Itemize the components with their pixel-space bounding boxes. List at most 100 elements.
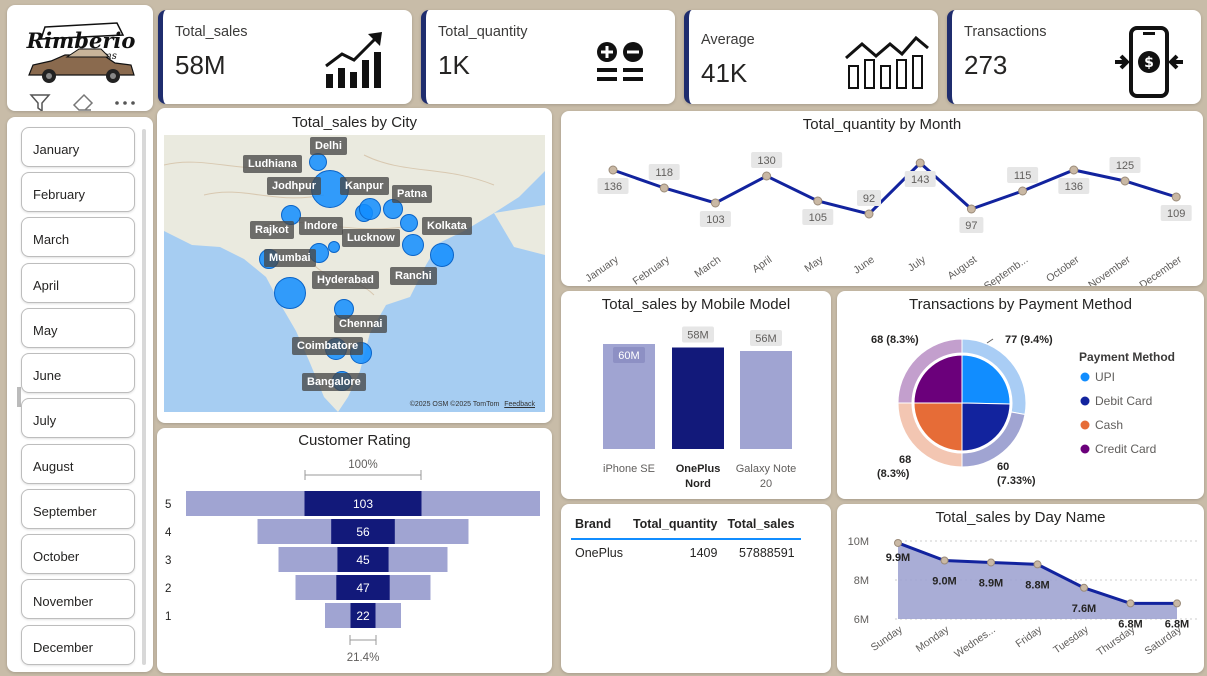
eraser-icon[interactable] [71,93,95,111]
donut-label: 68 (8.3%) [871,334,919,346]
city-map[interactable]: Delhi Ludhiana Jodhpur Kanpur Patna Indore Raj… [164,135,545,412]
city-bubble[interactable] [430,243,454,267]
chart-title: Customer Rating [298,432,411,449]
month-slicer: January February March April May June Ju… [7,117,153,672]
kpi-value: 273 [964,50,1008,80]
city-bubble[interactable] [309,153,327,171]
month-june[interactable]: June [21,353,135,393]
filter-icon[interactable] [29,93,51,111]
donut-label: (8.3%) [877,468,910,480]
month-april[interactable]: April [21,263,135,303]
funnel-bar [331,519,395,544]
city-sales-map-card: Total_sales by City Delhi Ludhiana Jodhpur… [157,108,552,423]
legend-item: UPI [1095,370,1115,384]
payment-method-card: Transactions by Payment Method 77 (9.4%)… [837,291,1204,499]
data-label-bg [613,347,645,363]
column-header[interactable]: Total_quantity [628,514,724,540]
data-label: 9.0M [932,576,956,588]
bar-trend-icon [845,35,929,89]
funnel-value: 22 [356,609,370,623]
funnel-value: 45 [356,553,370,567]
mobile-model-card: Total_sales by Mobile Model 60M iPhone SE… [561,291,831,499]
x-tick-label: Galaxy Note [736,463,797,475]
payment-donut-chart[interactable]: 77 (9.4%) 68 (8.3%) 68 (8.3%) 60 (7.33%) Payme… [837,291,1204,499]
data-label: 118 [655,167,673,179]
quantity-by-month-card: Total_quantity by Month 136 January 118 Feb… [561,111,1203,286]
chart-title: Total_sales by Day Name [935,509,1106,526]
data-label: 103 [706,214,724,226]
city-bubble[interactable] [400,214,418,232]
data-point [762,171,772,181]
kpi-label: Total_sales [175,24,248,40]
city-label: Mumbai [264,249,316,267]
city-bubble[interactable] [359,198,381,220]
funnel-bar [304,491,422,516]
data-label: 7.6M [1072,603,1096,615]
data-label-bg [751,152,783,168]
kpi-average: Average 41K [684,10,938,104]
city-label: Indore [299,217,343,235]
legend-marker [1080,420,1090,430]
x-tick-label: Tuesday [1051,623,1091,656]
mobile-payment-icon: $ [1115,26,1183,98]
x-tick-label: October [1044,253,1082,285]
x-tick-label: Saturday [1142,623,1184,657]
data-label: 60M [618,350,639,362]
month-december[interactable]: December [21,625,135,665]
chart-title: Transactions by Payment Method [909,296,1132,313]
data-label-bg [648,164,680,180]
month-october[interactable]: October [21,534,135,574]
month-may[interactable]: May [21,308,135,348]
more-options-icon[interactable] [113,93,137,111]
rating-level: 4 [165,527,172,539]
data-label-bg [699,211,731,227]
data-label-bg [1058,178,1090,194]
month-february[interactable]: February [21,172,135,212]
day-sales-area-chart[interactable]: 10M 8M 6M 9.9M Sunday 9.0M Monday 8.9M Wednes...… [837,504,1204,673]
donut-outer-segment [897,338,963,404]
city-bubble[interactable] [328,241,340,253]
slicer-scrollbar[interactable] [142,129,146,665]
donut-label: (7.33%) [997,475,1036,487]
data-point [894,538,902,547]
data-label: 92 [863,193,875,205]
x-tick-label: January [583,253,621,285]
city-bubble[interactable] [402,234,424,256]
month-november[interactable]: November [21,579,135,619]
x-tick-label: April [750,254,774,276]
data-label-bg [1109,157,1141,173]
data-label-bg [1007,167,1039,183]
city-bubble[interactable] [274,277,306,309]
funnel-bar [336,575,390,600]
legend-title: Payment Method [1079,350,1175,364]
customer-rating-card: Customer Rating 100% 103 5 56 4 45 3 47 2 22 1 21.4… [157,428,552,673]
month-march[interactable]: March [21,217,135,257]
data-point [915,158,925,168]
table-row[interactable]: OnePlus 1409 57888591 [571,539,801,560]
data-label: 58M [687,330,708,342]
column-header[interactable]: Total_sales [723,514,801,540]
city-label: Kanpur [340,177,389,195]
data-label: 136 [1065,181,1083,193]
feedback-link[interactable]: Feedback [504,401,535,408]
data-label: 6.8M [1118,618,1142,630]
kpi-value: 58M [175,50,226,80]
data-label-bg [802,209,834,225]
month-january[interactable]: January [21,127,135,167]
quantity-line-chart[interactable]: 136 January 118 February 103 March 130 April 105… [561,111,1203,286]
mobile-model-bar-chart[interactable]: 60M iPhone SE 58M OnePlus Nord 56M Galaxy Note… [561,291,831,499]
data-point [1069,165,1079,175]
month-july[interactable]: July [21,398,135,438]
attribution-text: ©2025 OSM ©2025 TomTom [409,401,500,408]
funnel-value: 47 [356,581,370,595]
svg-text:$: $ [1144,55,1154,71]
month-august[interactable]: August [21,444,135,484]
data-point [1018,186,1028,196]
slicer-resize-handle[interactable] [17,387,21,407]
month-september[interactable]: September [21,489,135,529]
chart-title: Total_sales by Mobile Model [601,296,791,313]
column-header[interactable]: Brand [571,514,629,540]
x-tick-label: May [802,253,826,275]
table-cell: 1409 [689,546,718,560]
